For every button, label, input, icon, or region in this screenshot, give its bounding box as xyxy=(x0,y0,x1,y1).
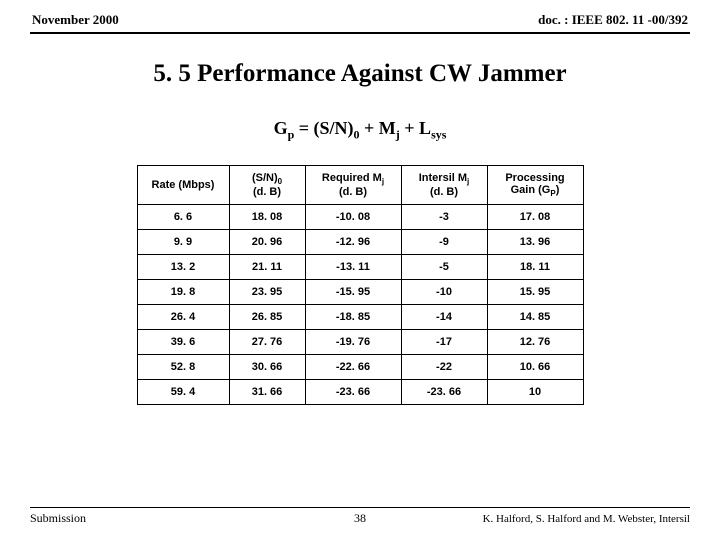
table-cell: 10. 66 xyxy=(487,354,583,379)
table-cell: 23. 95 xyxy=(229,279,305,304)
footer-line: Submission 38 K. Halford, S. Halford and… xyxy=(30,511,690,526)
eq-sn: = (S/N) xyxy=(294,118,353,138)
table-cell: -22. 66 xyxy=(305,354,401,379)
col-required-mj: Required Mj(d. B) xyxy=(305,165,401,204)
table-cell: -14 xyxy=(401,304,487,329)
table-row: 39. 627. 76-19. 76-1712. 76 xyxy=(137,329,583,354)
table-cell: 13. 2 xyxy=(137,254,229,279)
table-row: 19. 823. 95-15. 95-1015. 95 xyxy=(137,279,583,304)
eq-plus-lsys: + L xyxy=(400,118,431,138)
table-cell: 18. 08 xyxy=(229,204,305,229)
eq-sys-sub: sys xyxy=(431,128,446,142)
table-cell: -22 xyxy=(401,354,487,379)
table-cell: -23. 66 xyxy=(305,379,401,404)
table-row: 9. 920. 96-12. 96-913. 96 xyxy=(137,229,583,254)
table-cell: 31. 66 xyxy=(229,379,305,404)
header-doc-id: doc. : IEEE 802. 11 -00/392 xyxy=(538,12,688,28)
table-cell: 14. 85 xyxy=(487,304,583,329)
table-cell: -19. 76 xyxy=(305,329,401,354)
table-cell: 30. 66 xyxy=(229,354,305,379)
col-gp: ProcessingGain (GP) xyxy=(487,165,583,204)
table-cell: 26. 4 xyxy=(137,304,229,329)
table-cell: -3 xyxy=(401,204,487,229)
table-cell: 17. 08 xyxy=(487,204,583,229)
table-cell: 52. 8 xyxy=(137,354,229,379)
equation: Gp = (S/N)0 + Mj + Lsys xyxy=(30,118,690,143)
table-cell: -9 xyxy=(401,229,487,254)
table-cell: -10 xyxy=(401,279,487,304)
table-body: 6. 618. 08-10. 08-317. 089. 920. 96-12. … xyxy=(137,204,583,404)
table-cell: 6. 6 xyxy=(137,204,229,229)
table-cell: 59. 4 xyxy=(137,379,229,404)
table-row: 13. 221. 11-13. 11-518. 11 xyxy=(137,254,583,279)
footer-rule xyxy=(30,507,690,508)
table-cell: -17 xyxy=(401,329,487,354)
table-header-row: Rate (Mbps) (S/N)0(d. B) Required Mj(d. … xyxy=(137,165,583,204)
table-cell: 12. 76 xyxy=(487,329,583,354)
table-cell: -15. 95 xyxy=(305,279,401,304)
table-cell: 27. 76 xyxy=(229,329,305,354)
table-cell: -23. 66 xyxy=(401,379,487,404)
page-header: November 2000 doc. : IEEE 802. 11 -00/39… xyxy=(30,12,690,34)
data-table-wrap: Rate (Mbps) (S/N)0(d. B) Required Mj(d. … xyxy=(30,165,690,405)
table-cell: 10 xyxy=(487,379,583,404)
table-cell: -18. 85 xyxy=(305,304,401,329)
footer-page-number: 38 xyxy=(354,511,366,526)
table-cell: 13. 96 xyxy=(487,229,583,254)
eq-G: G xyxy=(274,118,288,138)
table-cell: 20. 96 xyxy=(229,229,305,254)
table-cell: 21. 11 xyxy=(229,254,305,279)
table-cell: 18. 11 xyxy=(487,254,583,279)
table-cell: 39. 6 xyxy=(137,329,229,354)
page: November 2000 doc. : IEEE 802. 11 -00/39… xyxy=(0,0,720,540)
table-row: 59. 431. 66-23. 66-23. 6610 xyxy=(137,379,583,404)
table-cell: -5 xyxy=(401,254,487,279)
table-cell: -13. 11 xyxy=(305,254,401,279)
eq-plus-mj: + M xyxy=(360,118,396,138)
table-cell: 9. 9 xyxy=(137,229,229,254)
header-date: November 2000 xyxy=(32,12,119,28)
col-rate: Rate (Mbps) xyxy=(137,165,229,204)
table-cell: -10. 08 xyxy=(305,204,401,229)
page-title: 5. 5 Performance Against CW Jammer xyxy=(30,60,690,88)
col-intersil-mj: Intersil Mj(d. B) xyxy=(401,165,487,204)
table-row: 6. 618. 08-10. 08-317. 08 xyxy=(137,204,583,229)
page-footer: Submission 38 K. Halford, S. Halford and… xyxy=(30,507,690,526)
col-sn0: (S/N)0(d. B) xyxy=(229,165,305,204)
table-cell: 19. 8 xyxy=(137,279,229,304)
table-row: 26. 426. 85-18. 85-1414. 85 xyxy=(137,304,583,329)
data-table: Rate (Mbps) (S/N)0(d. B) Required Mj(d. … xyxy=(137,165,584,405)
table-cell: 26. 85 xyxy=(229,304,305,329)
table-row: 52. 830. 66-22. 66-2210. 66 xyxy=(137,354,583,379)
footer-authors: K. Halford, S. Halford and M. Webster, I… xyxy=(483,513,690,525)
footer-submission: Submission xyxy=(30,511,86,526)
table-cell: 15. 95 xyxy=(487,279,583,304)
table-cell: -12. 96 xyxy=(305,229,401,254)
